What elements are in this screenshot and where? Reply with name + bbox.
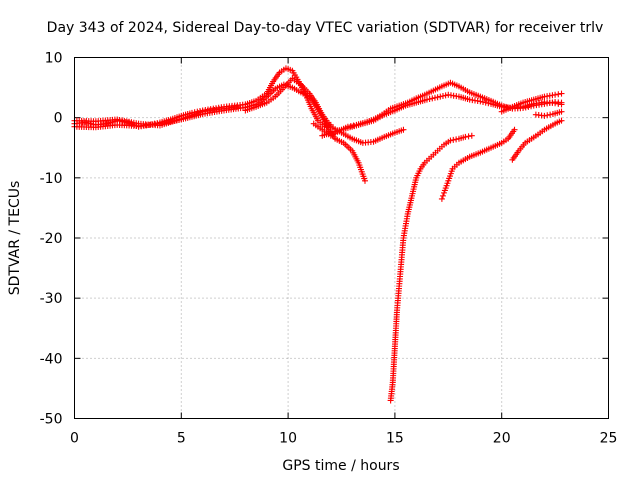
x-tick-label: 20 bbox=[493, 431, 511, 447]
data-point bbox=[423, 96, 430, 103]
y-tick-label: -50 bbox=[40, 412, 63, 428]
y-tick-label: 10 bbox=[45, 51, 63, 67]
data-point bbox=[462, 133, 469, 140]
data-point bbox=[439, 93, 446, 100]
data-point bbox=[558, 108, 565, 115]
data-point bbox=[541, 112, 548, 119]
data-point bbox=[485, 100, 492, 107]
data-point bbox=[558, 90, 565, 97]
x-tick-label: 25 bbox=[600, 431, 618, 447]
data-point bbox=[400, 126, 407, 133]
data-point bbox=[465, 133, 472, 140]
y-tick-label: -20 bbox=[40, 231, 63, 247]
data-point bbox=[482, 99, 489, 106]
data-point bbox=[552, 100, 559, 107]
y-tick-label: -10 bbox=[40, 171, 63, 187]
data-point bbox=[429, 95, 436, 102]
data-point bbox=[477, 98, 484, 105]
series-arc-7 bbox=[387, 132, 475, 404]
data-point bbox=[439, 192, 446, 199]
series-arc-10 bbox=[498, 90, 565, 115]
series-arc-11 bbox=[532, 108, 565, 119]
y-tick-label: 0 bbox=[54, 111, 63, 127]
series-arc-9 bbox=[509, 117, 565, 163]
x-axis-label: GPS time / hours bbox=[282, 458, 399, 474]
data-point bbox=[544, 112, 551, 119]
data-point bbox=[447, 137, 454, 144]
data-point bbox=[453, 136, 460, 143]
y-tick-label: -30 bbox=[40, 291, 63, 307]
x-tick-label: 5 bbox=[177, 431, 186, 447]
x-tick-label: 0 bbox=[70, 431, 79, 447]
data-point bbox=[468, 132, 475, 139]
plot-frame bbox=[74, 57, 609, 419]
chart-title: Day 343 of 2024, Sidereal Day-to-day VTE… bbox=[47, 20, 604, 36]
data-point bbox=[361, 177, 368, 184]
series-arc-4 bbox=[242, 75, 407, 146]
data-point bbox=[437, 93, 444, 100]
grid-lines bbox=[74, 57, 609, 419]
series-arc-2 bbox=[71, 81, 368, 184]
axes: 0 5 10 15 20 25 -50 -40 -30 -20 -10 0 10 bbox=[40, 51, 618, 447]
series-arc-8 bbox=[438, 126, 518, 202]
y-tick-label: -40 bbox=[40, 351, 63, 367]
data-point bbox=[434, 94, 441, 101]
data-point bbox=[558, 101, 565, 108]
data-point bbox=[552, 91, 559, 98]
data-point bbox=[431, 94, 438, 101]
data-point bbox=[555, 91, 562, 98]
data-point bbox=[511, 126, 518, 133]
data-point bbox=[480, 99, 487, 106]
data-point bbox=[555, 100, 562, 107]
data-series bbox=[71, 65, 565, 404]
series-arc-3 bbox=[71, 103, 240, 129]
data-point bbox=[450, 136, 457, 143]
x-tick-label: 10 bbox=[279, 431, 297, 447]
data-point bbox=[442, 92, 449, 99]
y-axis-label: SDTVAR / TECUs bbox=[7, 181, 23, 296]
data-point bbox=[438, 195, 445, 202]
data-point bbox=[426, 96, 433, 103]
data-point bbox=[558, 117, 565, 124]
data-point bbox=[233, 103, 240, 110]
series-arc-5 bbox=[310, 79, 565, 139]
data-point bbox=[547, 111, 554, 118]
x-tick-label: 15 bbox=[386, 431, 404, 447]
series-arc-6 bbox=[319, 91, 565, 139]
